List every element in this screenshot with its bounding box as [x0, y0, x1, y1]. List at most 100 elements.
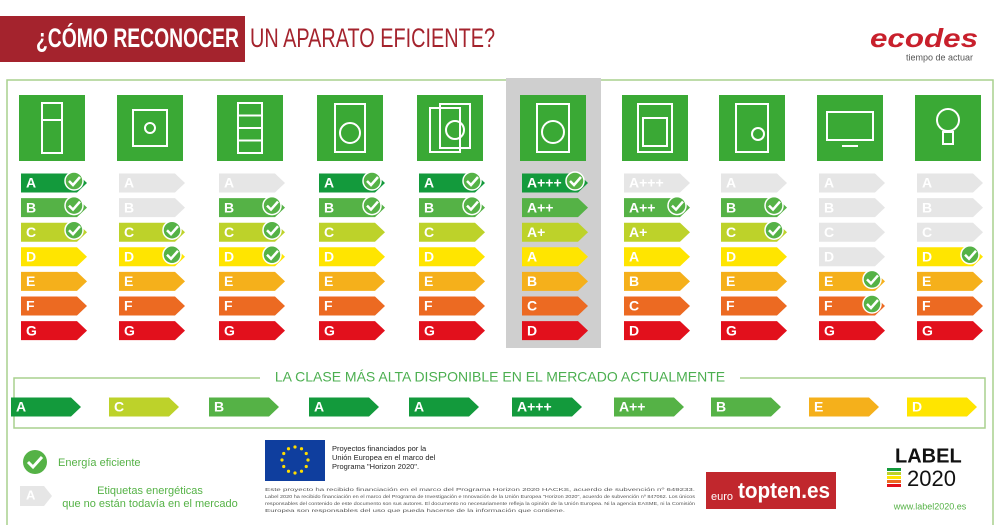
check-tick: [366, 200, 379, 212]
eu-star: [280, 458, 284, 462]
best-arrow: [512, 397, 582, 417]
check: [262, 245, 282, 265]
class-arrow: [721, 321, 787, 341]
class-label: A: [324, 175, 334, 191]
check: [960, 245, 980, 265]
class-label: D: [527, 322, 537, 338]
eu-star: [293, 471, 297, 475]
class-label: F: [26, 298, 35, 314]
class-arrow: [624, 271, 690, 291]
class-arrow: [119, 321, 185, 341]
mini-bar: [887, 472, 901, 475]
icon-shape: [536, 103, 570, 153]
best-label: D: [912, 399, 922, 415]
best-label: E: [814, 399, 823, 415]
icon-shape: [942, 131, 954, 145]
check: [362, 171, 382, 191]
class-label: B: [824, 199, 834, 215]
class-arrow: [819, 222, 885, 242]
icon-shape: [439, 103, 471, 149]
class-label: D: [629, 322, 639, 338]
class-label: C: [224, 224, 234, 240]
icon-shape: [334, 103, 366, 153]
class-label: B: [224, 199, 234, 215]
best-arrow: [11, 397, 81, 417]
class-arrow: [219, 296, 285, 316]
class-arrow: [522, 247, 588, 267]
best-label: A: [314, 399, 324, 415]
best-label: A+++: [517, 399, 552, 415]
class-arrow: [319, 247, 385, 267]
appliance-icon: [719, 95, 785, 161]
best-arrow: [907, 397, 977, 417]
class-arrow: [721, 247, 787, 267]
check: [64, 171, 84, 191]
class-label: B: [527, 273, 537, 289]
check-tick: [166, 249, 179, 261]
funding-line: Proyectos financiados por la: [332, 444, 427, 453]
check: [462, 171, 482, 191]
class-label: C: [324, 224, 334, 240]
class-label: A: [629, 249, 639, 265]
class-label: E: [922, 273, 931, 289]
appliance-icon: [622, 95, 688, 161]
class-label: G: [124, 322, 135, 338]
class-label: B: [26, 199, 36, 215]
class-label: B: [324, 199, 334, 215]
label-year: 2020: [907, 466, 956, 491]
class-arrow: [419, 247, 485, 267]
check: [462, 195, 482, 216]
best-title: LA CLASE MÁS ALTA DISPONIBLE EN EL MERCA…: [275, 369, 725, 385]
class-label: D: [224, 249, 234, 265]
best-label: A: [16, 399, 26, 415]
check-tick: [266, 225, 279, 237]
class-arrow: [522, 222, 588, 242]
class-label: E: [726, 273, 735, 289]
class-arrow: [219, 321, 285, 341]
class-label: B: [424, 199, 434, 215]
eu-star: [286, 447, 291, 451]
legend-text: Etiquetas energéticas: [97, 485, 203, 497]
class-arrow: [219, 271, 285, 291]
best-arrow: [309, 397, 379, 417]
legend-tick: [26, 455, 44, 470]
check-tick: [166, 225, 179, 237]
class-label: G: [922, 322, 933, 338]
mini-bar: [887, 476, 901, 479]
class-arrow: [419, 321, 485, 341]
disclaimer: Este proyecto ha recibido financiación e…: [265, 487, 695, 492]
best-arrow: [614, 397, 684, 417]
class-label: D: [424, 249, 434, 265]
class-arrow: [624, 247, 690, 267]
icon-shape: [751, 127, 765, 141]
class-label: D: [124, 249, 134, 265]
eu-star: [282, 451, 286, 456]
class-arrow: [522, 198, 588, 218]
class-label: A+++: [629, 175, 664, 191]
best-arrow: [711, 397, 781, 417]
eu-star: [299, 447, 304, 451]
class-arrow: [21, 271, 87, 291]
class-label: C: [26, 224, 36, 240]
class-arrow: [721, 173, 787, 193]
check-tick: [466, 200, 479, 212]
class-label: A: [527, 249, 537, 265]
class-label: F: [922, 298, 931, 314]
class-label: E: [424, 273, 433, 289]
class-arrow: [624, 296, 690, 316]
appliance-icon: [915, 95, 981, 161]
eu-star: [293, 445, 297, 449]
class-label: A+: [527, 224, 545, 240]
class-arrow: [819, 198, 885, 218]
class-arrow: [721, 271, 787, 291]
check: [362, 195, 382, 216]
class-label: A: [424, 175, 434, 191]
appliance-icon: [417, 95, 483, 161]
icon-shape: [637, 103, 673, 153]
class-arrow: [419, 222, 485, 242]
check-tick: [768, 200, 781, 212]
class-label: A: [124, 175, 134, 191]
title-light: UN APARATO EFICIENTE?: [250, 23, 495, 53]
class-label: A+: [629, 224, 647, 240]
class-arrow: [917, 222, 983, 242]
